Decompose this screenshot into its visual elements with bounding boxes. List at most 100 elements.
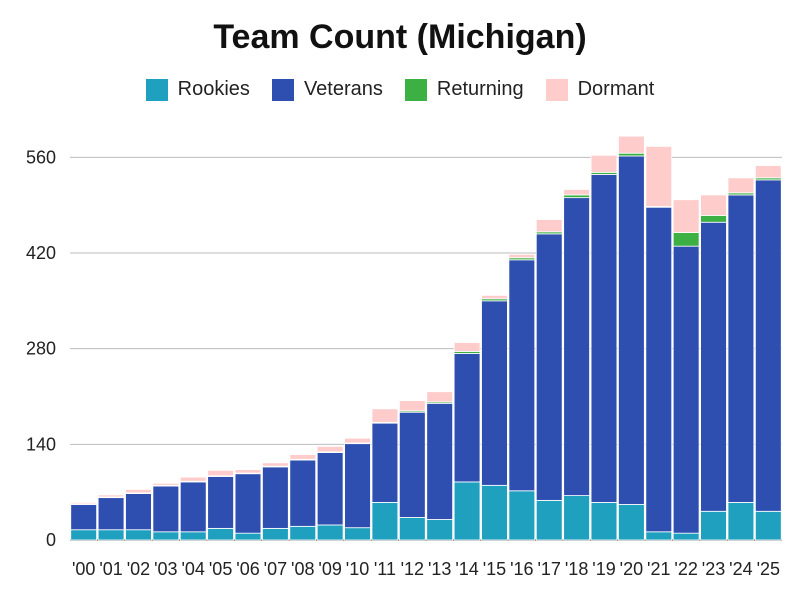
legend-label: Rookies (177, 78, 250, 100)
x-tick-label: '08 (291, 559, 314, 579)
bar-rookies-3 (152, 531, 180, 541)
bar-rookies-8 (289, 525, 317, 541)
bar-dormant-10 (344, 437, 371, 444)
bar-veterans-17 (535, 233, 563, 501)
bar-dormant-14 (453, 342, 481, 352)
bar-returning-23 (700, 215, 727, 223)
bar-rookies-1 (97, 529, 125, 541)
bar-veterans-22 (672, 245, 700, 534)
bar-rookies-9 (316, 524, 344, 541)
bar-returning-20 (618, 152, 645, 157)
bar-rookies-16 (508, 490, 536, 541)
x-tick-label: '21 (647, 559, 670, 579)
bar-veterans-0 (70, 504, 98, 531)
bar-dormant-3 (152, 482, 180, 486)
x-tick-label: '11 (374, 559, 396, 579)
bar-rookies-14 (453, 481, 481, 541)
x-tick-label: '05 (209, 559, 232, 579)
bar-rookies-24 (727, 502, 755, 541)
y-tick-label: 0 (46, 530, 56, 550)
x-tick-label: '04 (181, 559, 204, 579)
bar-dormant-8 (289, 454, 317, 460)
chart-title: Team Count (Michigan) (213, 18, 587, 56)
bar-veterans-6 (234, 473, 262, 534)
x-tick-label: '23 (702, 559, 725, 579)
x-tick-label: '06 (236, 559, 259, 579)
bar-dormant-23 (700, 194, 727, 216)
bar-dormant-19 (590, 154, 618, 173)
legend-item-dormant: Dormant (545, 78, 654, 101)
x-tick-label: '03 (154, 559, 177, 579)
x-tick-label: '17 (537, 559, 560, 579)
x-tick-label: '14 (455, 559, 478, 579)
x-tick-label: '25 (757, 559, 780, 579)
bar-veterans-14 (453, 353, 481, 483)
bar-veterans-18 (563, 197, 590, 496)
bar-rookies-12 (398, 517, 426, 541)
legend-item-rookies: Rookies (145, 78, 250, 101)
bar-rookies-5 (207, 527, 234, 541)
legend-item-veterans: Veterans (271, 78, 383, 101)
x-tick-label: '12 (401, 559, 424, 579)
bar-dormant-16 (508, 253, 536, 259)
x-tick-label: '15 (483, 559, 506, 579)
bar-veterans-8 (289, 459, 317, 527)
bar-dormant-5 (207, 469, 234, 477)
legend: Rookies Veterans Returning Dormant (0, 78, 800, 101)
bar-veterans-4 (179, 481, 207, 533)
bar-veterans-21 (645, 206, 673, 533)
bar-rookies-15 (481, 484, 508, 541)
x-tick-label: '07 (264, 559, 287, 579)
bar-rookies-4 (179, 531, 207, 541)
y-tick-label: 560 (26, 147, 56, 167)
bar-veterans-2 (125, 493, 152, 531)
bar-veterans-11 (371, 422, 399, 503)
bar-rookies-19 (590, 502, 618, 541)
bar-rookies-0 (70, 529, 98, 541)
bar-rookies-6 (234, 532, 262, 541)
bar-veterans-10 (344, 443, 371, 529)
bar-veterans-12 (398, 411, 426, 518)
bar-dormant-22 (672, 199, 700, 233)
bar-rookies-11 (371, 502, 399, 541)
bar-rookies-20 (618, 504, 645, 541)
x-tick-label: '01 (99, 559, 122, 579)
y-tick-label: 420 (26, 243, 56, 263)
legend-swatch (145, 78, 168, 101)
bar-dormant-9 (316, 445, 344, 453)
bar-rookies-17 (535, 499, 563, 541)
bar-dormant-17 (535, 219, 563, 233)
bar-veterans-7 (262, 466, 289, 529)
bar-rookies-10 (344, 527, 371, 541)
legend-swatch (404, 78, 427, 101)
bar-veterans-24 (727, 194, 755, 503)
x-tick-label: '19 (592, 559, 615, 579)
x-tick-label: '24 (729, 559, 752, 579)
bar-dormant-21 (645, 145, 673, 207)
x-tick-label: '18 (565, 559, 588, 579)
bar-veterans-23 (700, 221, 727, 512)
legend-label: Returning (436, 78, 524, 100)
bar-rookies-18 (563, 495, 590, 541)
x-tick-label: '16 (510, 559, 533, 579)
bar-dormant-13 (426, 391, 454, 403)
bar-veterans-25 (754, 179, 782, 512)
bar-dormant-6 (234, 469, 262, 474)
bar-dormant-7 (262, 462, 289, 467)
bar-dormant-18 (563, 189, 590, 196)
bar-returning-18 (563, 194, 590, 199)
bar-dormant-25 (754, 165, 782, 179)
x-tick-label: '22 (674, 559, 697, 579)
bar-rookies-13 (426, 519, 454, 541)
x-tick-label: '10 (346, 559, 369, 579)
bar-rookies-21 (645, 531, 673, 541)
bar-veterans-15 (481, 300, 508, 486)
legend-label: Veterans (303, 78, 383, 100)
bar-veterans-20 (618, 155, 645, 505)
bar-dormant-12 (398, 400, 426, 412)
x-tick-label: '02 (127, 559, 150, 579)
y-tick-label: 280 (26, 339, 56, 359)
bar-veterans-3 (152, 485, 180, 533)
bar-veterans-16 (508, 259, 536, 492)
